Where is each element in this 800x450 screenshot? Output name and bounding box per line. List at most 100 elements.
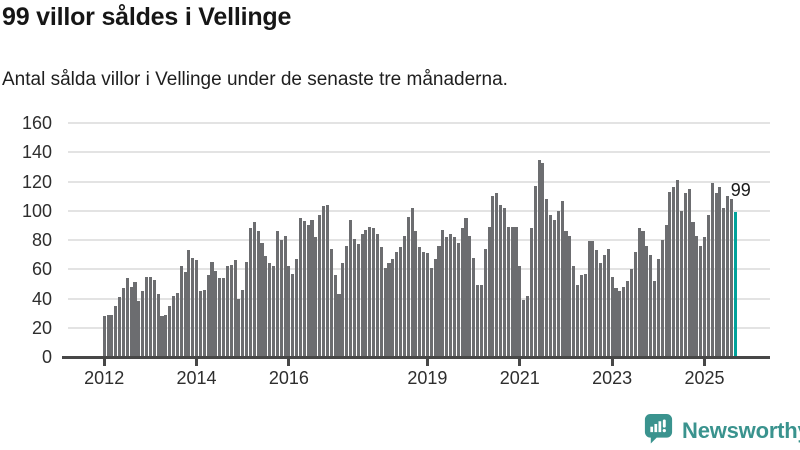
bar: [483, 248, 487, 357]
bar: [156, 294, 160, 357]
bar: [468, 235, 472, 357]
bar: [106, 314, 110, 357]
bar: [202, 289, 206, 357]
plot-area: [68, 118, 770, 357]
bar: [291, 273, 295, 357]
bar: [599, 263, 603, 357]
bar: [164, 314, 168, 357]
bar: [672, 187, 676, 357]
bar: [306, 225, 310, 357]
bar: [714, 193, 718, 357]
bar: [195, 260, 199, 357]
bar: [514, 226, 518, 357]
bar: [102, 316, 106, 357]
bar: [348, 219, 353, 357]
bar: [237, 298, 241, 357]
last-value-label: 99: [730, 180, 751, 201]
bar: [275, 231, 279, 357]
bar: [256, 231, 260, 357]
bar: [387, 263, 391, 357]
x-tick-2012: [102, 359, 106, 366]
bar: [225, 266, 229, 357]
y-axis-label-60: 60: [31, 259, 52, 280]
bar: [652, 280, 657, 357]
bar: [379, 247, 383, 357]
bar: [579, 275, 583, 357]
bar: [260, 242, 264, 357]
bar: [268, 263, 272, 357]
bar: [633, 251, 637, 357]
bar: [221, 278, 226, 357]
bar: [218, 278, 222, 357]
bar: [425, 253, 430, 357]
x-tick-2019: [425, 359, 429, 366]
bar: [302, 221, 306, 357]
bar: [295, 259, 299, 357]
bar: [279, 240, 283, 357]
x-tick-2021: [518, 359, 522, 366]
newsworthy-logo[interactable]: Newsworthy: [644, 413, 800, 449]
page-title: 99 villor såldes i Vellinge: [2, 3, 292, 31]
bar: [198, 291, 202, 357]
bar: [491, 196, 495, 357]
y-axis-label-100: 100: [21, 200, 52, 221]
bar: [626, 280, 630, 357]
y-axis-label-120: 120: [21, 171, 52, 192]
bar: [206, 275, 210, 357]
bar: [525, 295, 530, 357]
gridline-140: [68, 151, 770, 154]
bar: [329, 248, 333, 357]
bar: [360, 234, 364, 357]
bar: [437, 245, 441, 357]
bar: [283, 235, 287, 357]
bar: [691, 222, 695, 357]
bar: [572, 266, 576, 357]
bar: [722, 207, 726, 357]
bar: [298, 218, 303, 357]
bar: [264, 256, 268, 357]
bar: [660, 240, 664, 357]
bar: [418, 247, 422, 357]
bar: [641, 231, 645, 357]
bar: [602, 254, 607, 357]
bar: [318, 215, 322, 357]
bar: [576, 285, 580, 357]
bar: [171, 295, 176, 357]
bar: [322, 206, 326, 357]
gridline-80: [68, 239, 770, 241]
bar: [595, 250, 599, 357]
bar: [502, 207, 506, 357]
bar: [552, 219, 556, 357]
bar: [341, 263, 345, 357]
bar: [591, 241, 595, 357]
bar: [456, 242, 460, 357]
bar: [495, 193, 499, 357]
bar: [383, 267, 387, 357]
bar: [121, 288, 126, 357]
bar: [441, 229, 445, 357]
bar: [125, 278, 129, 357]
bar: [706, 215, 710, 357]
y-axis-label-160: 160: [21, 113, 52, 133]
bar: [368, 226, 372, 357]
bar: [175, 292, 179, 357]
bar: [183, 272, 187, 357]
bar: [414, 231, 418, 357]
bar: [695, 235, 699, 357]
bar: [287, 266, 291, 357]
bar: [587, 241, 591, 357]
bar: [506, 226, 510, 357]
bar: [479, 285, 483, 357]
bar: [395, 251, 399, 357]
gridline-100: [68, 209, 770, 212]
bar: [406, 216, 410, 357]
x-tick-2016: [287, 359, 291, 366]
gridline-120: [68, 180, 770, 183]
bar: [137, 301, 141, 357]
bar: [375, 234, 379, 357]
bar-chart-speech-bubble-icon: [644, 413, 673, 449]
bar: [314, 237, 318, 357]
bar: [610, 276, 614, 357]
bar: [475, 285, 480, 357]
y-axis-label-0: 0: [41, 347, 52, 367]
